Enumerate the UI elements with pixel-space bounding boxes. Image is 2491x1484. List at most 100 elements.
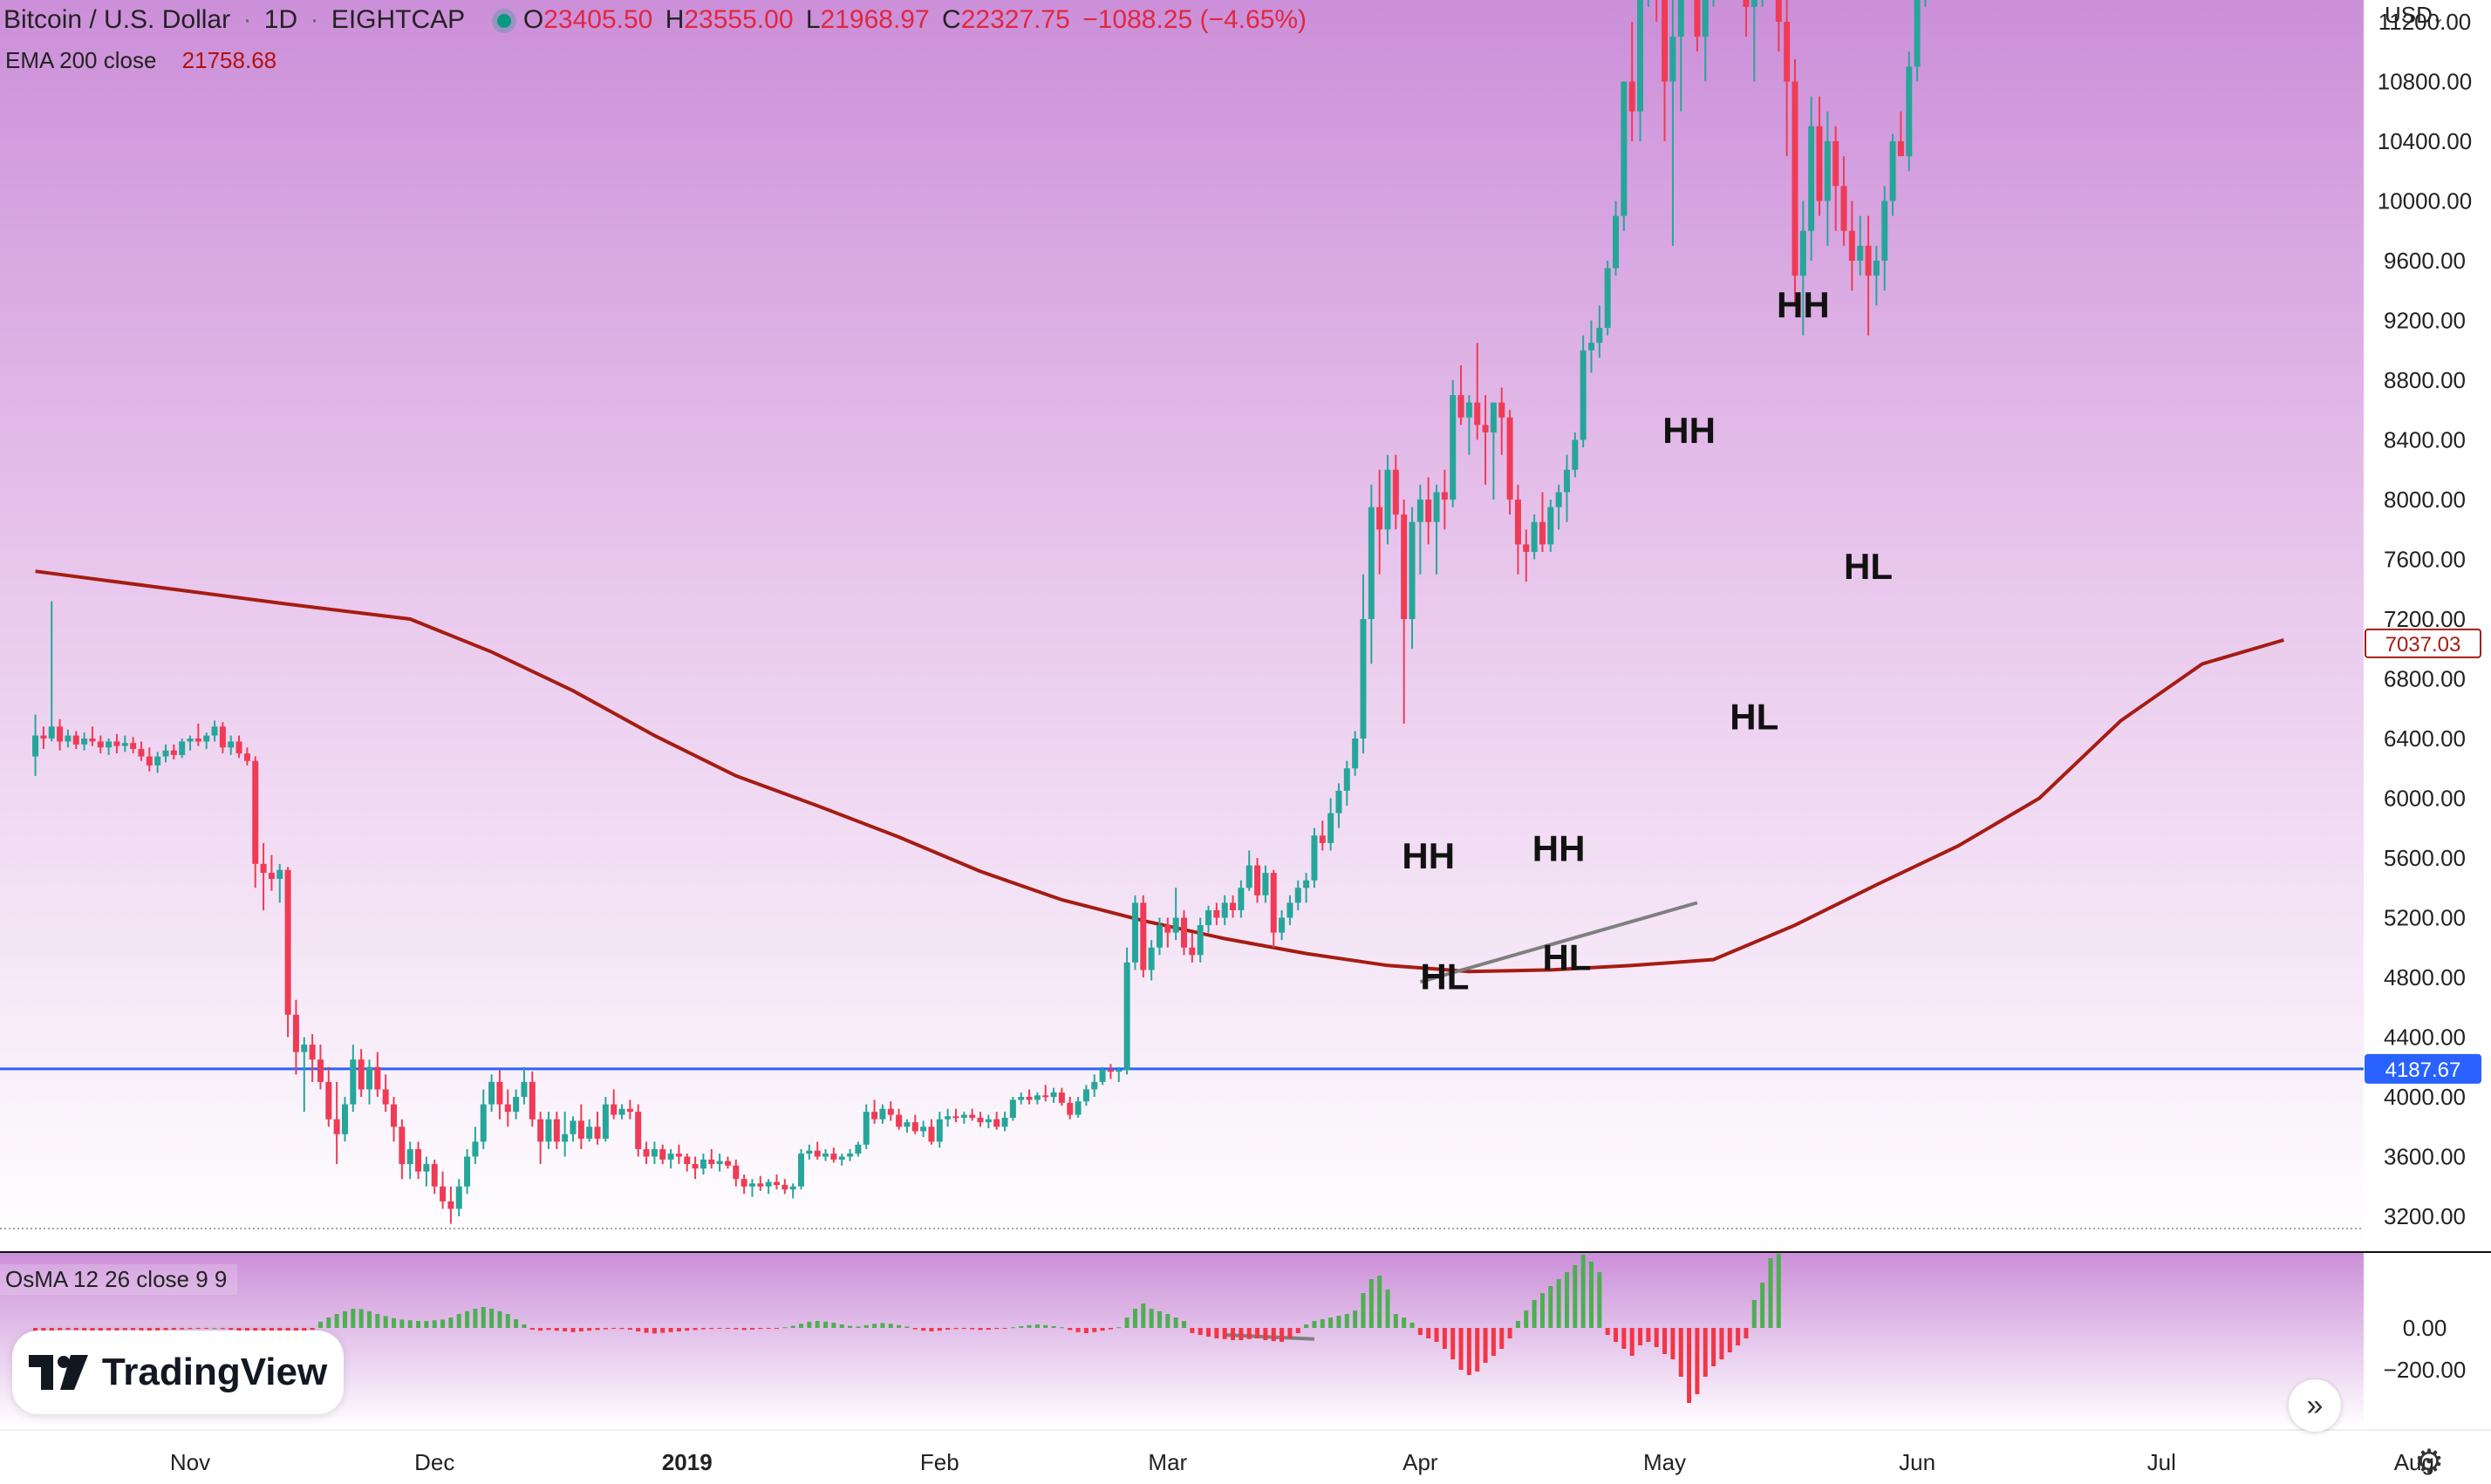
candle-body bbox=[228, 741, 235, 748]
osma-bar bbox=[880, 1323, 885, 1328]
candle-body bbox=[1082, 1089, 1089, 1102]
candle-body bbox=[1205, 909, 1212, 926]
osma-bar bbox=[1524, 1310, 1529, 1328]
candle-body bbox=[1514, 500, 1521, 545]
osma-bar bbox=[1597, 1272, 1602, 1328]
osma-bar bbox=[1483, 1328, 1488, 1363]
candle-body bbox=[537, 1119, 544, 1142]
candle-body bbox=[1865, 245, 1872, 276]
candle-body bbox=[1808, 126, 1815, 231]
osma-bar bbox=[122, 1328, 127, 1331]
candle-body bbox=[1181, 917, 1187, 948]
osma-bar bbox=[587, 1328, 592, 1331]
candle-body bbox=[243, 753, 250, 761]
candle-body bbox=[276, 869, 283, 879]
candle-body bbox=[455, 1186, 462, 1209]
osma-bar bbox=[163, 1328, 168, 1331]
candle-body bbox=[1018, 1097, 1025, 1100]
osma-bar bbox=[1100, 1328, 1105, 1331]
osma-bar bbox=[465, 1310, 470, 1328]
candle-body bbox=[1523, 544, 1530, 552]
price-tick-label: 4000.00 bbox=[2384, 1084, 2466, 1110]
osma-bar bbox=[1629, 1328, 1635, 1356]
osma-bar bbox=[563, 1328, 568, 1331]
candle-body bbox=[586, 1127, 593, 1139]
osma-bar bbox=[937, 1328, 942, 1331]
osma-bar bbox=[1165, 1314, 1170, 1328]
scroll-to-realtime-button[interactable]: » bbox=[2289, 1379, 2341, 1432]
price-tick-label: 8800.00 bbox=[2384, 367, 2466, 393]
candle-body bbox=[1832, 141, 1839, 187]
osma-bar bbox=[1295, 1328, 1300, 1333]
candle-body bbox=[838, 1156, 845, 1160]
candle-body bbox=[423, 1164, 430, 1172]
candle-body bbox=[1457, 395, 1464, 418]
candle-body bbox=[562, 1133, 569, 1142]
osma-bar bbox=[775, 1328, 779, 1329]
osma-bar bbox=[1678, 1328, 1683, 1377]
price-tick-label: 9200.00 bbox=[2384, 308, 2466, 334]
currency-label: USD bbox=[2385, 2, 2433, 28]
osma-bar bbox=[725, 1328, 730, 1329]
osma-bar bbox=[1010, 1327, 1015, 1329]
candle-body bbox=[284, 869, 291, 1015]
settings-gear-icon[interactable]: ⚙ bbox=[2414, 1444, 2445, 1481]
osma-bar bbox=[644, 1328, 649, 1333]
candle-body bbox=[488, 1081, 495, 1105]
price-tick-label: 6000.00 bbox=[2384, 786, 2466, 812]
osma-bar bbox=[1662, 1328, 1668, 1354]
osma-bar bbox=[1132, 1309, 1137, 1328]
symbol-legend[interactable]: Bitcoin / U.S. Dollar · 1D · EIGHTCAP O2… bbox=[3, 5, 1307, 34]
osma-bar bbox=[334, 1314, 339, 1328]
candle-body bbox=[1156, 925, 1163, 948]
candle-body bbox=[1042, 1095, 1049, 1098]
osma-bar bbox=[1450, 1328, 1456, 1359]
ema-legend[interactable]: EMA 200 close 21758.68 bbox=[5, 47, 282, 74]
osma-bar bbox=[676, 1328, 681, 1331]
candle-body bbox=[1580, 350, 1587, 440]
candle-body bbox=[1840, 186, 1847, 231]
close-label: C bbox=[942, 5, 961, 34]
osma-bar bbox=[1475, 1328, 1480, 1372]
osma-bar bbox=[1092, 1328, 1097, 1332]
candle-body bbox=[72, 735, 79, 745]
candle-body bbox=[1140, 902, 1147, 970]
candle-body bbox=[692, 1164, 699, 1169]
candle-body bbox=[292, 1014, 299, 1052]
candle-body bbox=[985, 1119, 992, 1123]
candle-body bbox=[1376, 507, 1383, 530]
time-tick-label: Mar bbox=[1148, 1449, 1187, 1475]
osma-bar bbox=[619, 1328, 624, 1330]
osma-bar bbox=[1368, 1279, 1374, 1328]
pattern-label: HH bbox=[1777, 284, 1830, 325]
candle-body bbox=[855, 1144, 862, 1154]
osma-bar bbox=[1499, 1328, 1505, 1349]
osma-bar bbox=[342, 1310, 347, 1328]
exchange-label: EIGHTCAP bbox=[331, 5, 466, 34]
osma-legend[interactable]: OsMA 12 26 close 9 9 bbox=[0, 1264, 238, 1295]
candle-body bbox=[301, 1045, 308, 1052]
osma-bar bbox=[554, 1328, 559, 1331]
candle-body bbox=[570, 1120, 577, 1134]
candle-body bbox=[1392, 469, 1399, 515]
osma-bar bbox=[1589, 1262, 1594, 1328]
osma-bar bbox=[888, 1324, 893, 1328]
osma-bar bbox=[392, 1317, 397, 1328]
price-tick-label: 3600.00 bbox=[2384, 1144, 2466, 1170]
osma-bar bbox=[1539, 1293, 1545, 1328]
osma-bar bbox=[1361, 1293, 1366, 1328]
osma-bar bbox=[741, 1328, 747, 1331]
osma-bar bbox=[317, 1321, 323, 1328]
osma-bar bbox=[1434, 1328, 1439, 1342]
osma-bar bbox=[514, 1319, 519, 1328]
osma-bar bbox=[1548, 1286, 1553, 1328]
candle-body bbox=[1506, 417, 1513, 500]
osma-bar bbox=[1116, 1327, 1122, 1329]
tradingview-logo[interactable]: TradingView bbox=[12, 1331, 344, 1414]
currency-selector[interactable]: USD⌄ bbox=[2385, 2, 2444, 29]
time-tick-label: Feb bbox=[920, 1449, 959, 1475]
osma-bar bbox=[180, 1328, 185, 1330]
price-tick-label: 10800.00 bbox=[2378, 69, 2472, 95]
candle-body bbox=[1784, 22, 1791, 82]
